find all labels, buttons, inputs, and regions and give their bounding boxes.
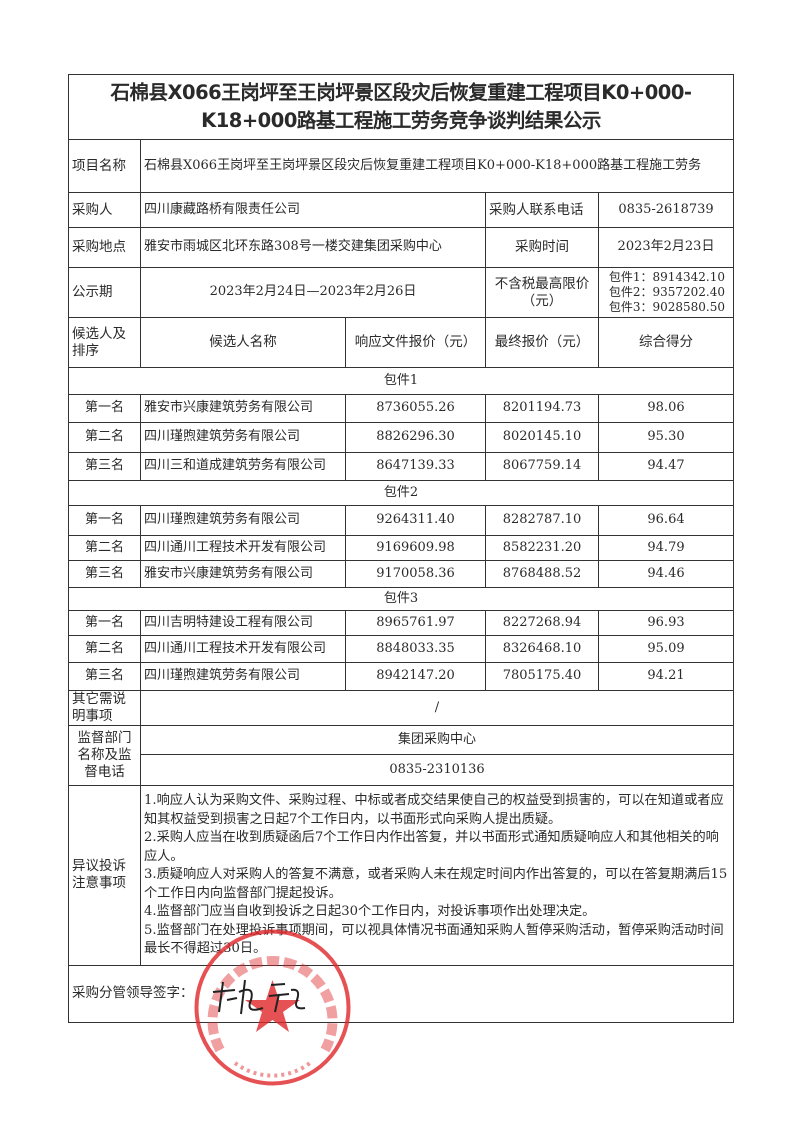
supervision-label: 监督部门名称及监督电话 xyxy=(68,725,141,786)
location-label: 采购地点 xyxy=(68,227,141,268)
final-price: 8201194.73 xyxy=(485,394,599,423)
candidate-name: 四川三和道成建筑劳务有限公司 xyxy=(140,452,346,481)
candidate-name: 四川通川工程技术开发有限公司 xyxy=(140,635,346,663)
supervision-name: 集团采购中心 xyxy=(140,725,734,755)
period-value: 2023年2月24日—2023年2月26日 xyxy=(140,267,486,318)
purchaser-value: 四川康藏路桥有限责任公司 xyxy=(140,192,486,228)
candidate-name: 四川吉明特建设工程有限公司 xyxy=(140,610,346,636)
rank: 第三名 xyxy=(68,662,141,691)
page-title: 石棉县X066王岗坪至王岗坪景区段灾后恢复重建工程项目K0+000-K18+00… xyxy=(68,74,734,140)
response-price: 9170058.36 xyxy=(345,560,486,588)
complaint-item: 3.质疑响应人对采购人的答复不满意，或者采购人未在规定时间内作出答复的，可以在答… xyxy=(144,867,728,901)
rank: 第一名 xyxy=(68,610,141,636)
candidate-name: 雅安市兴康建筑劳务有限公司 xyxy=(140,560,346,588)
complaint-notes: 1.响应人认为采购文件、采购过程、中标或者成交结果使自己的权益受到损害的，可以在… xyxy=(140,785,734,966)
rank: 第二名 xyxy=(68,422,141,453)
package-header: 包件2 xyxy=(68,480,734,506)
table-row: 第三名 四川瑾煦建筑劳务有限公司 8942147.20 7805175.40 9… xyxy=(68,662,734,691)
limit-package-3: 包件3：9028580.50 xyxy=(608,300,725,314)
limit-values: 包件1：8914342.10 包件2：9357202.40 包件3：902858… xyxy=(598,267,734,318)
table-row: 第二名 四川瑾煦建筑劳务有限公司 8826296.30 8020145.10 9… xyxy=(68,422,734,453)
limit-package-2: 包件2：9357202.40 xyxy=(608,285,725,299)
complaint-label: 异议投诉注意事项 xyxy=(68,785,141,966)
complaint-item: 4.监督部门应当自收到投诉之日起30个工作日内，对投诉事项作出处理决定。 xyxy=(144,904,596,919)
final-price: 8067759.14 xyxy=(485,452,599,481)
table-row: 第二名 四川通川工程技术开发有限公司 8848033.35 8326468.10… xyxy=(68,635,734,663)
score: 98.06 xyxy=(598,394,734,423)
location-value: 雅安市雨城区北环东路308号一楼交建集团采购中心 xyxy=(140,227,486,268)
response-price: 8647139.33 xyxy=(345,452,486,481)
rank: 第二名 xyxy=(68,635,141,663)
time-label: 采购时间 xyxy=(485,227,599,268)
purchaser-label: 采购人 xyxy=(68,192,141,228)
supervision-phone: 0835-2310136 xyxy=(140,754,734,786)
header-final: 最终报价（元） xyxy=(485,317,599,368)
response-price: 9169609.98 xyxy=(345,535,486,561)
table-row: 第一名 雅安市兴康建筑劳务有限公司 8736055.26 8201194.73 … xyxy=(68,394,734,423)
header-score: 综合得分 xyxy=(598,317,734,368)
other-label: 其它需说明事项 xyxy=(68,690,141,726)
package-header: 包件1 xyxy=(68,367,734,395)
score: 96.93 xyxy=(598,610,734,636)
score: 95.09 xyxy=(598,635,734,663)
project-label: 项目名称 xyxy=(68,139,141,193)
response-price: 8942147.20 xyxy=(345,662,486,691)
header-response: 响应文件报价（元） xyxy=(345,317,486,368)
final-price: 8326468.10 xyxy=(485,635,599,663)
response-price: 8965761.97 xyxy=(345,610,486,636)
candidate-name: 雅安市兴康建筑劳务有限公司 xyxy=(140,394,346,423)
package-header: 包件3 xyxy=(68,587,734,611)
candidate-name: 四川瑾煦建筑劳务有限公司 xyxy=(140,505,346,536)
final-price: 8282787.10 xyxy=(485,505,599,536)
rank: 第二名 xyxy=(68,535,141,561)
response-price: 8848033.35 xyxy=(345,635,486,663)
header-name: 候选人名称 xyxy=(140,317,346,368)
final-price: 8582231.20 xyxy=(485,535,599,561)
period-label: 公示期 xyxy=(68,267,141,318)
score: 94.21 xyxy=(598,662,734,691)
rank: 第三名 xyxy=(68,452,141,481)
complaint-item: 5.监督部门在处理投诉事项期间，可以视具体情况书面通知采购人暂停采购活动，暂停采… xyxy=(144,922,724,957)
complaint-item: 2.采购人应当在收到质疑函后7个工作日内作出答复，并以书面形式通知质疑响应人和其… xyxy=(144,830,719,864)
table-row: 第三名 四川三和道成建筑劳务有限公司 8647139.33 8067759.14… xyxy=(68,452,734,481)
score: 94.47 xyxy=(598,452,734,481)
rank: 第一名 xyxy=(68,394,141,423)
score: 96.64 xyxy=(598,505,734,536)
response-price: 8826296.30 xyxy=(345,422,486,453)
purchaser-phone: 0835-2618739 xyxy=(598,192,734,228)
candidate-name: 四川通川工程技术开发有限公司 xyxy=(140,535,346,561)
candidate-name: 四川瑾煦建筑劳务有限公司 xyxy=(140,662,346,691)
final-price: 7805175.40 xyxy=(485,662,599,691)
score: 94.79 xyxy=(598,535,734,561)
project-value: 石棉县X066王岗坪至王岗坪景区段灾后恢复重建工程项目K0+000-K18+00… xyxy=(140,139,734,193)
table-row: 第二名 四川通川工程技术开发有限公司 9169609.98 8582231.20… xyxy=(68,535,734,561)
limit-package-1: 包件1：8914342.10 xyxy=(608,270,725,284)
final-price: 8768488.52 xyxy=(485,560,599,588)
final-price: 8227268.94 xyxy=(485,610,599,636)
response-price: 8736055.26 xyxy=(345,394,486,423)
table-row: 第一名 四川瑾煦建筑劳务有限公司 9264311.40 8282787.10 9… xyxy=(68,505,734,536)
result-table: 石棉县X066王岗坪至王岗坪景区段灾后恢复重建工程项目K0+000-K18+00… xyxy=(68,74,734,1023)
table-row: 第一名 四川吉明特建设工程有限公司 8965761.97 8227268.94 … xyxy=(68,610,734,636)
limit-label: 不含税最高限价（元） xyxy=(485,267,599,318)
response-price: 9264311.40 xyxy=(345,505,486,536)
table-row: 第三名 雅安市兴康建筑劳务有限公司 9170058.36 8768488.52 … xyxy=(68,560,734,588)
rank: 第一名 xyxy=(68,505,141,536)
score: 95.30 xyxy=(598,422,734,453)
complaint-item: 1.响应人认为采购文件、采购过程、中标或者成交结果使自己的权益受到损害的，可以在… xyxy=(144,793,724,827)
rank: 第三名 xyxy=(68,560,141,588)
signature-label: 采购分管领导签字： xyxy=(68,964,734,1023)
header-rank: 候选人及排序 xyxy=(68,317,141,368)
final-price: 8020145.10 xyxy=(485,422,599,453)
other-value: / xyxy=(140,690,734,726)
purchaser-phone-label: 采购人联系电话 xyxy=(485,192,599,228)
candidate-name: 四川瑾煦建筑劳务有限公司 xyxy=(140,422,346,453)
score: 94.46 xyxy=(598,560,734,588)
time-value: 2023年2月23日 xyxy=(598,227,734,268)
